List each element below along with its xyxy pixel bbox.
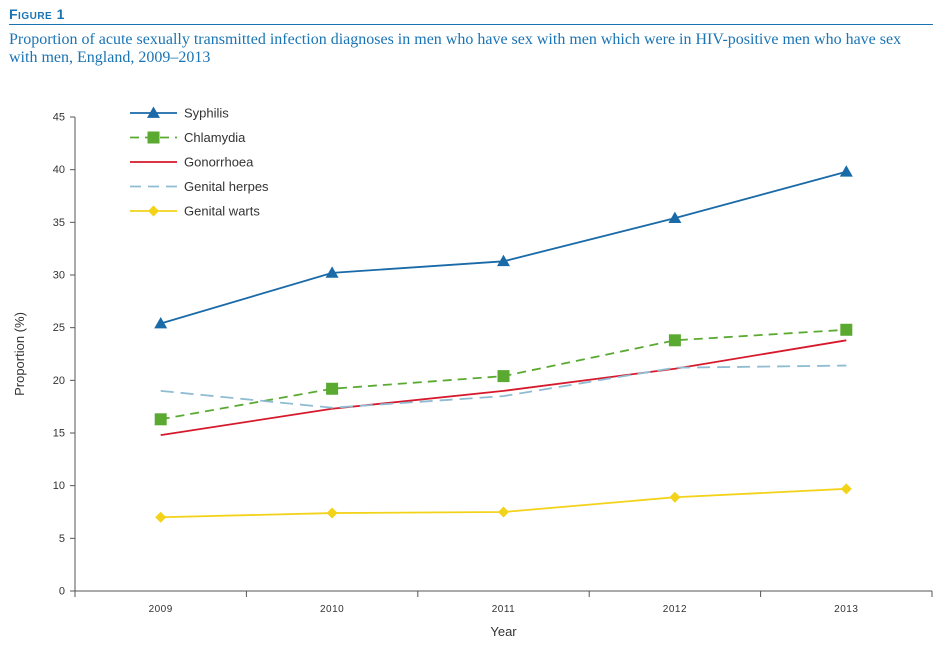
figure-title-rule bbox=[9, 24, 933, 25]
data-point-chlamydia bbox=[497, 370, 510, 383]
x-tick-label: 2010 bbox=[320, 604, 344, 615]
series-gonorrhoea bbox=[160, 339, 847, 436]
y-tick-label: 35 bbox=[53, 217, 65, 229]
data-point-chlamydia bbox=[668, 334, 681, 347]
legend-entry-syphilis: Syphilis bbox=[130, 106, 229, 121]
y-tick-label: 30 bbox=[53, 270, 65, 282]
y-tick-label: 0 bbox=[59, 586, 65, 598]
data-point-chlamydia bbox=[840, 323, 853, 336]
series-line-genital-herpes bbox=[160, 364, 847, 409]
data-point-syphilis bbox=[497, 254, 510, 267]
chart-axes: 0 5 10 15 20 25 30 35 40 45 2009 2010 2011 2012 2013 Ye… bbox=[12, 112, 933, 639]
x-tick-label: 2009 bbox=[149, 604, 173, 615]
x-tick-label: 2012 bbox=[663, 604, 687, 615]
y-tick-label: 10 bbox=[53, 480, 65, 492]
data-point-genital-warts bbox=[326, 507, 338, 519]
data-point-chlamydia bbox=[154, 413, 167, 426]
y-tick-label: 20 bbox=[53, 375, 65, 387]
legend-label-chlamydia: Chlamydia bbox=[184, 130, 246, 145]
series-chlamydia bbox=[154, 323, 853, 426]
data-point-genital-warts bbox=[155, 511, 167, 523]
data-point-syphilis bbox=[839, 165, 853, 177]
x-tick-label: 2013 bbox=[834, 604, 858, 615]
legend-label-genital-warts: Genital warts bbox=[184, 204, 260, 219]
data-point-syphilis bbox=[325, 266, 339, 278]
legend-marker-syphilis bbox=[147, 106, 160, 118]
y-tick-label: 15 bbox=[53, 428, 65, 440]
series-genital-herpes bbox=[160, 364, 847, 409]
chart-legend: Syphilis Chlamydia Gonorrhoea Genital herpe… bbox=[130, 106, 269, 219]
y-tick-label: 45 bbox=[53, 112, 65, 124]
legend-entry-gonorrhoea: Gonorrhoea bbox=[130, 155, 254, 170]
legend-label-gonorrhoea: Gonorrhoea bbox=[184, 155, 254, 170]
legend-label-genital-herpes: Genital herpes bbox=[184, 179, 269, 194]
x-tick-label: 2011 bbox=[492, 604, 516, 615]
data-point-genital-warts bbox=[840, 483, 852, 495]
data-point-syphilis bbox=[668, 211, 682, 223]
series-syphilis bbox=[154, 165, 853, 329]
legend-entry-genital-warts: Genital warts bbox=[130, 204, 260, 219]
figure-label: Figure 1 bbox=[9, 6, 65, 22]
legend-entry-genital-herpes: Genital herpes bbox=[130, 179, 269, 194]
legend-label-syphilis: Syphilis bbox=[184, 106, 229, 121]
series-genital-warts bbox=[155, 483, 852, 523]
data-point-genital-warts bbox=[498, 506, 509, 518]
data-point-chlamydia bbox=[326, 382, 339, 395]
y-tick-label: 40 bbox=[53, 164, 65, 176]
y-axis-title: Proportion (%) bbox=[12, 312, 27, 396]
y-tick-label: 5 bbox=[59, 533, 65, 545]
figure-title: Proportion of acute sexually transmitted… bbox=[9, 31, 902, 66]
y-tick-label: 25 bbox=[53, 322, 65, 334]
x-axis-title: Year bbox=[490, 624, 517, 639]
legend-marker-chlamydia bbox=[147, 131, 160, 144]
series-line-gonorrhoea bbox=[160, 339, 847, 436]
legend-entry-chlamydia: Chlamydia bbox=[130, 130, 246, 145]
legend-marker-genital-warts bbox=[148, 205, 159, 217]
series-line-syphilis bbox=[160, 170, 847, 325]
data-point-syphilis bbox=[154, 316, 168, 329]
chart-series bbox=[154, 165, 853, 523]
data-point-genital-warts bbox=[669, 491, 681, 503]
